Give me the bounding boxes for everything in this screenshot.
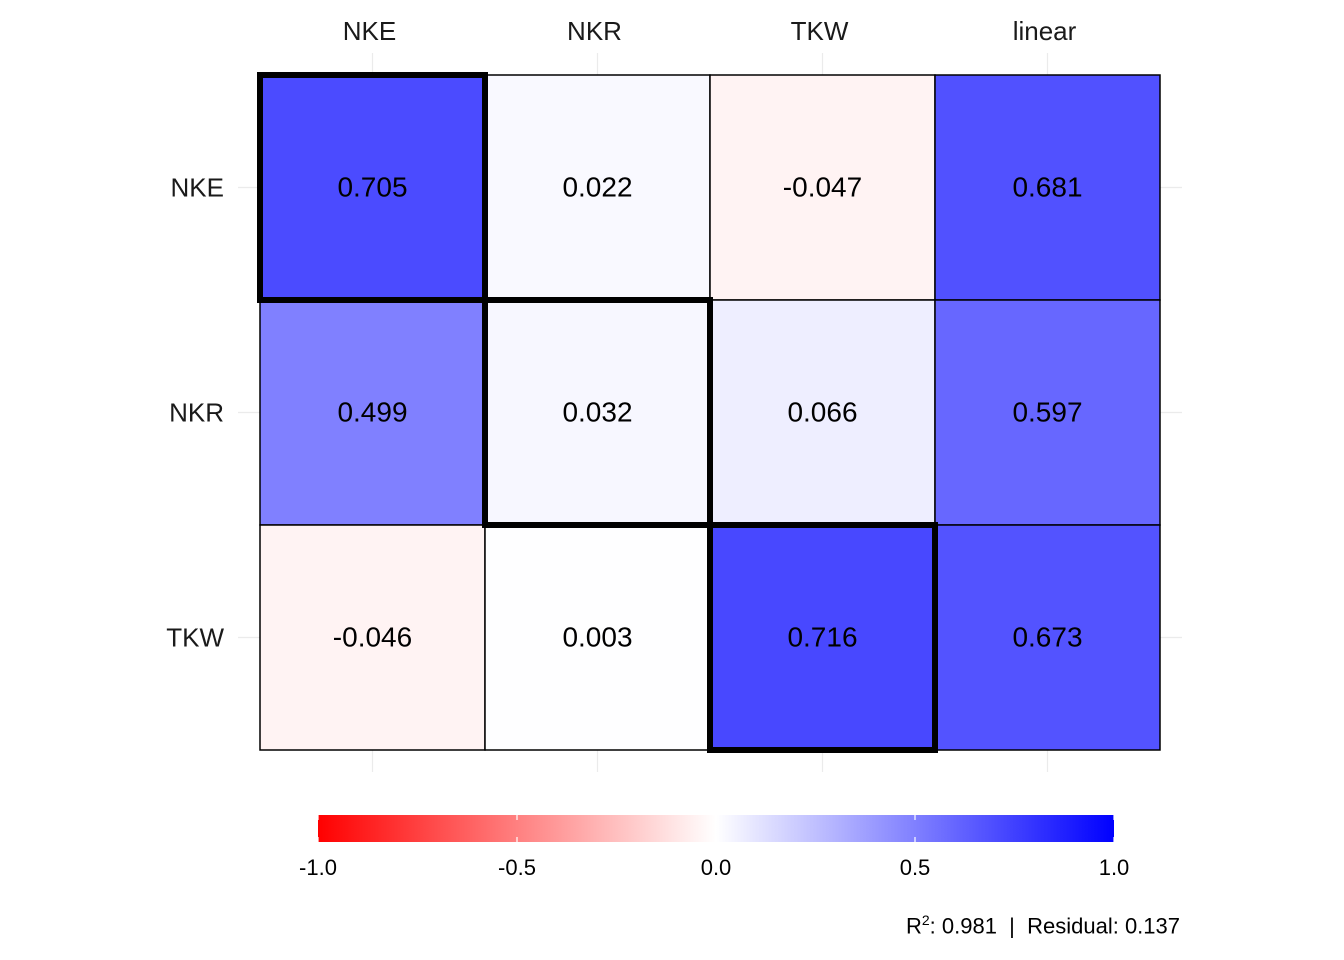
column-label: NKR — [567, 16, 622, 46]
heatmap-cell — [934, 524, 1161, 751]
highlight-border — [482, 297, 713, 528]
heatmap-cell — [934, 299, 1161, 526]
r2-and-residual: : 0.981 | Residual: 0.137 — [929, 913, 1180, 939]
heatmap-cell — [709, 74, 936, 301]
color-bar-tick-label: 0.0 — [701, 855, 732, 880]
heatmap-cell — [484, 74, 711, 301]
column-label: TKW — [791, 16, 849, 46]
cell-value-label: 0.705 — [337, 172, 407, 203]
cell-value-label: 0.716 — [787, 622, 857, 653]
cell-value-label: 0.681 — [1012, 172, 1082, 203]
heatmap-cells — [259, 74, 1161, 751]
fit-summary: R2: 0.981 | Residual: 0.137 — [906, 912, 1180, 939]
highlight-border — [707, 522, 938, 753]
color-bar-tick-label: -1.0 — [299, 855, 337, 880]
highlight-border — [257, 72, 488, 303]
heatmap-cell — [709, 524, 936, 751]
heatmap-cell — [934, 74, 1161, 301]
row-label: TKW — [166, 623, 224, 653]
cell-value-label: 0.003 — [562, 622, 632, 653]
cell-value-label: -0.047 — [783, 172, 862, 203]
column-label: linear — [1013, 16, 1077, 46]
cell-value-label: -0.046 — [333, 622, 412, 653]
row-label: NKR — [169, 398, 224, 428]
cell-value-labels: 0.705 0.022 -0.047 0.681 0.499 0.032 0.066 0.59… — [333, 172, 1083, 653]
color-scale-legend: -1.0 -0.5 0.0 0.5 1.0 — [299, 815, 1129, 880]
heatmap-cell — [259, 299, 486, 526]
diagonal-highlights — [257, 72, 938, 753]
heatmap-cell — [709, 299, 936, 526]
cell-value-label: 0.597 — [1012, 397, 1082, 428]
row-labels: NKE NKR TKW — [166, 173, 224, 653]
r2-label: R — [905, 913, 922, 939]
cell-value-label: 0.022 — [562, 172, 632, 203]
column-labels: NKE NKR TKW linear — [343, 16, 1077, 46]
cell-value-label: 0.499 — [337, 397, 407, 428]
heatmap-cell — [484, 524, 711, 751]
color-bar-tick-label: 0.5 — [900, 855, 931, 880]
row-label: NKE — [171, 173, 224, 203]
column-label: NKE — [343, 16, 396, 46]
cell-value-label: 0.673 — [1012, 622, 1082, 653]
heatmap-cell — [484, 299, 711, 526]
cell-value-label: 0.032 — [562, 397, 632, 428]
color-bar-tick-label: 1.0 — [1099, 855, 1130, 880]
cell-value-label: 0.066 — [787, 397, 857, 428]
color-bar-tick-label: -0.5 — [498, 855, 536, 880]
heatmap-cell — [259, 524, 486, 751]
r2-superscript: 2 — [921, 912, 930, 928]
